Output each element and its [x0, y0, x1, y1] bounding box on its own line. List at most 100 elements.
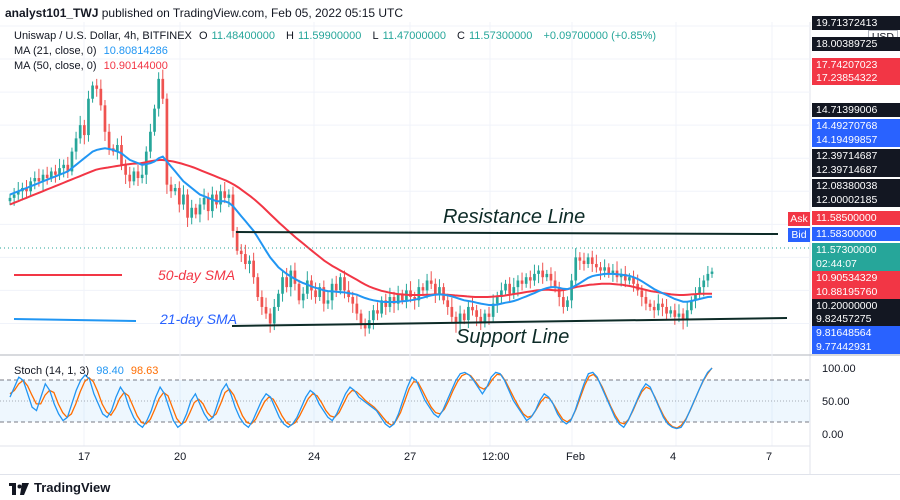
author-name[interactable]: analyst101_TWJ	[5, 6, 99, 20]
candle-body	[260, 297, 264, 307]
candle-body	[421, 287, 425, 291]
candle-body	[268, 313, 272, 324]
candle-body	[549, 273, 553, 281]
candle-body	[244, 254, 247, 264]
time-label-20: 20	[174, 451, 186, 463]
price-chart[interactable]: Resistance Line Support Line 50-day SMA …	[0, 22, 900, 474]
candle-body	[500, 290, 503, 298]
sma50-label: 50-day SMA	[158, 267, 235, 283]
stoch-d-value: 98.63	[130, 365, 159, 377]
candle-body	[116, 144, 119, 152]
candle-body	[91, 85, 94, 99]
candle-body	[454, 316, 458, 324]
candle-body	[681, 313, 685, 321]
symbol-legend[interactable]: Uniswap / U.S. Dollar, 4h, BITFINEX O 11.…	[14, 30, 660, 42]
candle-body	[87, 98, 90, 136]
price-axis-label: 9.82457275	[812, 312, 900, 326]
price-axis-label: 17.23854322	[812, 71, 900, 85]
candle-body	[124, 164, 127, 175]
candle-body	[318, 287, 322, 298]
price-axis-label: 11.58300000	[812, 227, 900, 241]
candle-body	[161, 78, 165, 99]
candle-body	[433, 283, 437, 294]
support-label: Support Line	[456, 326, 569, 348]
price-axis-label: 02:44:07	[812, 257, 900, 271]
ma50-value: 10.90144000	[103, 60, 168, 72]
time-label-24: 24	[308, 451, 320, 463]
candle-body	[487, 313, 491, 317]
stochastic-lines	[9, 367, 713, 430]
candle-body	[223, 191, 227, 198]
candle-body	[376, 310, 379, 314]
chart-area[interactable]: Resistance Line Support Line 50-day SMA …	[0, 16, 900, 474]
candle-body	[239, 250, 243, 255]
candle-body	[690, 300, 693, 311]
symbol-title[interactable]: Uniswap / U.S. Dollar, 4h, BITFINEX	[14, 30, 192, 42]
candle-body	[661, 303, 664, 307]
resistance-label: Resistance Line	[443, 206, 585, 228]
price-axis-label: 14.19499857	[812, 133, 900, 147]
candle-body	[190, 207, 194, 218]
candle-body	[595, 263, 598, 268]
stoch-axis-0: 0.00	[822, 429, 843, 441]
stoch-d-line	[9, 367, 713, 429]
candle-body	[429, 280, 433, 284]
ma21-value: 10.80814286	[103, 45, 168, 57]
candle-body	[623, 273, 627, 281]
candle-body	[8, 197, 12, 202]
tradingview-brand[interactable]: TradingView	[9, 480, 110, 495]
candle-body	[557, 287, 561, 298]
candle-body	[198, 204, 202, 215]
candle-body	[62, 164, 66, 169]
ma50-label[interactable]: MA (50, close, 0)	[14, 60, 97, 72]
candle-body	[392, 297, 396, 304]
candle-body	[425, 280, 429, 291]
candle-body	[54, 171, 57, 175]
candle-body	[351, 297, 355, 304]
candle-body	[578, 257, 582, 261]
high-label: H	[286, 30, 294, 42]
candle-body	[603, 267, 606, 271]
candle-body	[227, 194, 231, 198]
price-axis-label: 10.20000000	[812, 299, 900, 313]
sma21-legend-line	[13, 318, 137, 322]
candle-body	[82, 125, 86, 136]
price-axis-label: 12.39714687	[812, 163, 900, 177]
candle-body	[483, 313, 487, 324]
stoch-k-value: 98.40	[96, 365, 124, 377]
stoch-label[interactable]: Stoch (14, 1, 3)	[14, 365, 90, 377]
candle-body	[136, 171, 140, 179]
candle-body	[545, 273, 549, 278]
candle-body	[677, 313, 681, 317]
candle-body	[491, 303, 495, 317]
candle-body	[450, 306, 454, 317]
candle-body	[322, 287, 326, 304]
candle-body	[706, 273, 710, 281]
candle-body	[611, 270, 615, 274]
time-label-27: 27	[404, 451, 416, 463]
stoch-axis-100: 100.00	[822, 363, 856, 375]
ma21-legend[interactable]: MA (21, close, 0) 10.80814286	[14, 45, 172, 57]
candle-body	[656, 303, 660, 311]
candle-body	[462, 313, 466, 321]
candle-body	[128, 174, 132, 182]
price-axis[interactable]: 19.71372413 USD 18.0038972517.7420702317…	[812, 16, 900, 354]
ma50-legend[interactable]: MA (50, close, 0) 10.90144000	[14, 60, 172, 72]
candle-body	[586, 257, 590, 264]
low-value: 11.47000000	[382, 30, 446, 42]
low-label: L	[372, 30, 379, 42]
price-axis-label: 12.08380038	[812, 179, 900, 193]
candle-body	[475, 310, 478, 317]
candle-body	[301, 293, 305, 301]
ma21-label[interactable]: MA (21, close, 0)	[14, 45, 97, 57]
candle-body	[669, 310, 673, 314]
high-value: 11.59900000	[297, 30, 362, 42]
stoch-legend[interactable]: Stoch (14, 1, 3) 98.40 98.63	[14, 365, 162, 377]
candle-body	[107, 131, 111, 149]
moving-average-lines	[9, 147, 713, 306]
candle-body	[372, 310, 375, 321]
candle-body	[599, 267, 602, 271]
candle-body	[206, 197, 210, 212]
price-axis-label: 14.49270768	[812, 119, 900, 133]
candle-body	[628, 277, 631, 281]
